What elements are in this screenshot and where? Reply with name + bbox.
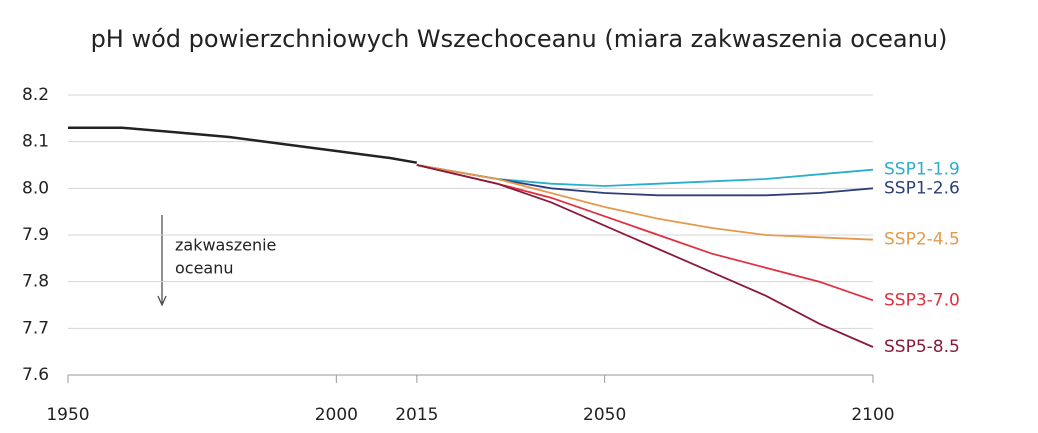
annotation: oceanu xyxy=(175,259,234,278)
legend-label: SSP1-1.9 xyxy=(884,160,960,180)
y-tick-label: 7.6 xyxy=(22,365,49,385)
series-line xyxy=(416,164,874,187)
series-line xyxy=(68,126,418,164)
chart-title: pH wód powierzchniowych Wszechoceanu (mi… xyxy=(91,25,948,53)
series-line xyxy=(416,164,874,302)
x-tick-label: 1950 xyxy=(46,405,89,425)
series-line xyxy=(416,164,874,197)
y-tick-label: 8.0 xyxy=(22,178,49,198)
x-tick-label: 2015 xyxy=(395,405,438,425)
series-line xyxy=(416,164,874,348)
x-tick-label: 2100 xyxy=(851,405,894,425)
annotation-arrowhead xyxy=(157,295,167,307)
series-line xyxy=(416,164,874,241)
y-tick-label: 7.9 xyxy=(22,225,49,245)
legend-label: SSP3-7.0 xyxy=(884,290,960,310)
legend-label: SSP1-2.6 xyxy=(884,178,960,198)
y-tick-label: 8.2 xyxy=(22,85,49,105)
legend-label: SSP2-4.5 xyxy=(884,230,960,250)
y-tick-label: 8.1 xyxy=(22,132,49,152)
legend-label: SSP5-8.5 xyxy=(884,337,960,357)
annotation: zakwaszenie xyxy=(175,236,276,255)
y-tick-label: 7.7 xyxy=(22,318,49,338)
x-tick-label: 2000 xyxy=(315,405,358,425)
x-tick-label: 2050 xyxy=(583,405,626,425)
y-tick-label: 7.8 xyxy=(22,272,49,292)
